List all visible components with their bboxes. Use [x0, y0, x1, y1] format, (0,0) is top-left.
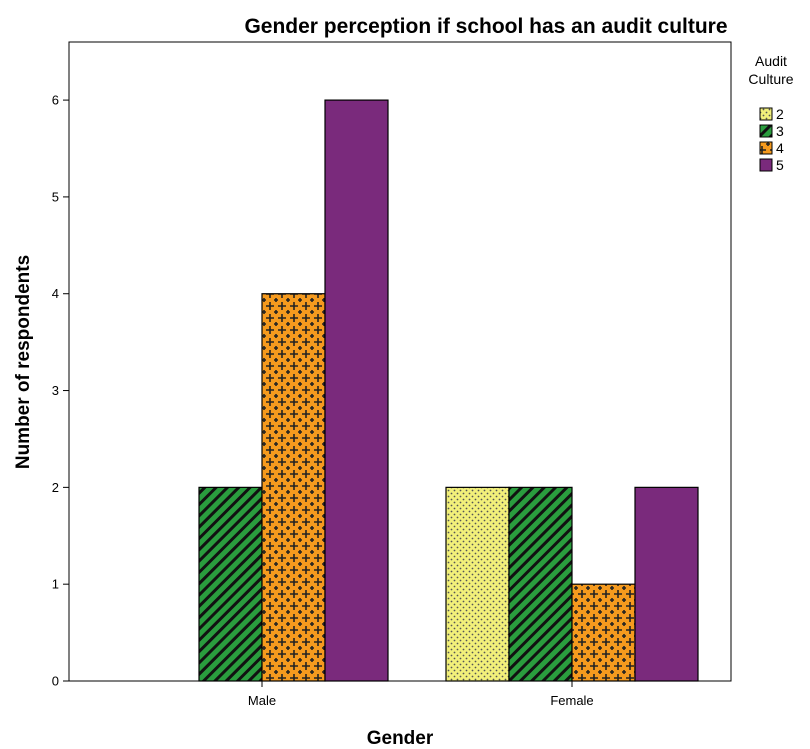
legend-label-5: 5 — [776, 157, 784, 173]
y-axis: 0 1 2 3 4 5 6 — [52, 93, 69, 689]
bars — [198, 99, 699, 682]
y-axis-title: Number of respondents — [13, 255, 34, 469]
x-axis-title: Gender — [367, 728, 434, 749]
legend-swatch-2 — [759, 107, 773, 121]
x-tick-label: Female — [550, 693, 593, 708]
bar-male-5 — [324, 99, 389, 682]
x-tick-label: Male — [248, 693, 276, 708]
legend-title-line1: Audit — [755, 53, 787, 69]
y-tick-label: 6 — [52, 93, 59, 108]
legend-swatch-5 — [759, 158, 773, 172]
bar-female-5 — [634, 486, 699, 682]
y-tick-label: 4 — [52, 286, 59, 301]
y-tick-label: 1 — [52, 577, 59, 592]
legend-label-4: 4 — [776, 140, 784, 156]
legend-label-3: 3 — [776, 123, 784, 139]
bar-female-4 — [571, 583, 636, 682]
y-tick-label: 2 — [52, 480, 59, 495]
y-tick-label: 5 — [52, 189, 59, 204]
bar-female-2 — [445, 486, 510, 682]
legend-label-2: 2 — [776, 106, 784, 122]
legend-title-line2: Culture — [748, 71, 793, 87]
chart-title: Gender perception if school has an audit… — [244, 15, 727, 38]
legend-swatch-4 — [759, 141, 773, 155]
x-axis: Male Female — [248, 681, 594, 708]
legend-swatch-3 — [759, 124, 773, 138]
bar-female-3 — [508, 486, 573, 682]
bar-male-4 — [261, 293, 326, 682]
plot-area — [68, 41, 732, 682]
y-tick-label: 0 — [52, 674, 59, 689]
bar-male-3 — [198, 486, 263, 682]
y-tick-label: 3 — [52, 383, 59, 398]
